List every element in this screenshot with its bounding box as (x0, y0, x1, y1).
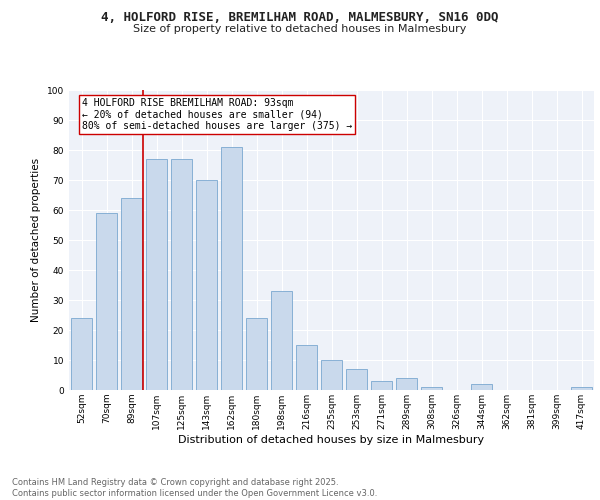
Bar (96, 213, 117, 390)
X-axis label: Distribution of detached houses by size in Malmesbury: Distribution of detached houses by size … (178, 434, 485, 444)
Bar (571, 387, 592, 390)
Bar (196, 180, 217, 390)
Text: Size of property relative to detached houses in Malmesbury: Size of property relative to detached ho… (133, 24, 467, 34)
Bar (296, 345, 317, 390)
Text: 4 HOLFORD RISE BREMILHAM ROAD: 93sqm
← 20% of detached houses are smaller (94)
8: 4 HOLFORD RISE BREMILHAM ROAD: 93sqm ← 2… (82, 98, 352, 130)
Bar (221, 147, 242, 390)
Bar (71, 318, 92, 390)
Bar (246, 318, 267, 390)
Bar (371, 381, 392, 390)
Bar (171, 159, 192, 390)
Bar (271, 291, 292, 390)
Bar (421, 387, 442, 390)
Bar (121, 198, 142, 390)
Text: 4, HOLFORD RISE, BREMILHAM ROAD, MALMESBURY, SN16 0DQ: 4, HOLFORD RISE, BREMILHAM ROAD, MALMESB… (101, 11, 499, 24)
Y-axis label: Number of detached properties: Number of detached properties (31, 158, 41, 322)
Bar (396, 378, 417, 390)
Bar (471, 384, 492, 390)
Bar (146, 159, 167, 390)
Bar (321, 360, 342, 390)
Bar (346, 369, 367, 390)
Text: Contains HM Land Registry data © Crown copyright and database right 2025.
Contai: Contains HM Land Registry data © Crown c… (12, 478, 377, 498)
